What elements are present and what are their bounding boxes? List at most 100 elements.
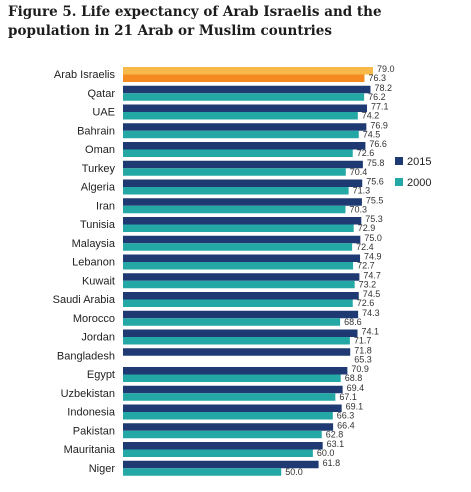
category-label-oman: Oman: [85, 144, 115, 156]
bar-2000-jordan: [123, 337, 350, 345]
value-label-2015-indonesia: 69.1: [346, 402, 364, 412]
bar-2015-mauritania: [123, 442, 323, 450]
category-label-pakistan: Pakistan: [73, 425, 115, 437]
bar-2015-niger: [123, 460, 319, 469]
bar-2015-morocco: [123, 310, 359, 319]
legend-swatch-2000: [395, 178, 403, 186]
bar-2015-indonesia: [123, 404, 342, 412]
category-label-jordan: Jordan: [81, 332, 115, 344]
value-label-2015-malaysia: 75.0: [364, 233, 382, 243]
bar-2000-pakistan: [123, 430, 322, 439]
value-label-2000-mauritania: 60.0: [317, 448, 335, 458]
category-label-saudi-arabia: Saudi Arabia: [53, 294, 116, 306]
value-label-2000-kuwait: 73.2: [359, 279, 377, 289]
category-label-morocco: Morocco: [73, 313, 115, 325]
value-label-2000-malaysia: 72.4: [356, 242, 374, 252]
value-label-2015-jordan: 74.1: [361, 327, 379, 337]
value-label-2015-tunisia: 75.3: [365, 214, 383, 224]
bar-2015-turkey: [123, 160, 363, 169]
bar-2000-indonesia: [123, 412, 333, 420]
legend-label-2000: 2000: [407, 177, 431, 189]
value-label-2000-uzbekistan: 67.1: [339, 392, 357, 402]
bar-2000-morocco: [123, 318, 341, 326]
bar-2015-lebanon: [123, 254, 361, 262]
category-label-turkey: Turkey: [82, 163, 116, 175]
bar-2000-bahrain: [123, 130, 359, 139]
bar-2000-algeria: [123, 187, 349, 195]
category-label-lebanon: Lebanon: [72, 257, 115, 269]
bar-2000-uzbekistan: [123, 393, 336, 401]
value-label-2015-lebanon: 74.9: [364, 252, 382, 262]
bar-2015-qatar: [123, 85, 371, 94]
labels-layer: Arab Israelis 79.076.3 Qatar 78.276.2 UAE 77.…: [53, 64, 395, 477]
value-label-2000-niger: 50.0: [285, 467, 303, 477]
bar-2015-saudi-arabia: [123, 292, 359, 300]
bar-2015-tunisia: [123, 217, 362, 225]
category-label-algeria: Algeria: [81, 182, 116, 194]
category-label-bahrain: Bahrain: [77, 125, 115, 137]
value-label-2000-algeria: 71.3: [353, 186, 371, 196]
bar-2000-turkey: [123, 168, 346, 176]
value-label-2015-bangladesh: 71.8: [354, 345, 372, 355]
value-label-2000-lebanon: 72.7: [357, 261, 375, 271]
value-label-2015-iran: 75.5: [366, 195, 384, 205]
value-label-2000-iran: 70.3: [349, 204, 367, 214]
value-label-2015-oman: 76.6: [369, 139, 387, 149]
legend: 2015 2000: [395, 156, 431, 189]
value-label-2000-bangladesh: 65.3: [354, 354, 372, 364]
category-label-niger: Niger: [89, 463, 116, 475]
category-label-arab-israelis: Arab Israelis: [54, 69, 116, 81]
bar-2000-iran: [123, 205, 346, 214]
bar-2000-tunisia: [123, 224, 354, 232]
value-label-2015-kuwait: 74.7: [363, 270, 381, 280]
value-label-2000-egypt: 68.8: [345, 373, 363, 383]
category-label-tunisia: Tunisia: [80, 219, 116, 231]
bar-2015-oman: [123, 142, 366, 150]
value-label-2015-morocco: 74.3: [362, 308, 380, 318]
bar-2000-egypt: [123, 374, 341, 382]
value-label-2015-algeria: 75.6: [366, 177, 384, 187]
bar-2015-algeria: [123, 179, 363, 187]
bar-2015-kuwait: [123, 273, 360, 281]
value-label-2000-saudi-arabia: 72.6: [357, 298, 375, 308]
bar-2000-saudi-arabia: [123, 299, 353, 307]
value-label-2015-egypt: 70.9: [351, 364, 369, 374]
value-label-2000-arab-israelis: 76.3: [368, 73, 386, 83]
value-label-2015-uzbekistan: 69.4: [347, 383, 365, 393]
bar-2015-pakistan: [123, 423, 334, 431]
value-label-2000-pakistan: 62.8: [326, 429, 344, 439]
chart-title: Figure 5. Life expectancy of Arab Israel…: [8, 4, 382, 39]
value-label-2015-arab-israelis: 79.0: [377, 64, 395, 74]
bar-2015-uzbekistan: [123, 385, 343, 394]
value-label-2015-pakistan: 66.4: [337, 420, 355, 430]
value-label-2015-niger: 61.8: [323, 458, 341, 468]
category-label-qatar: Qatar: [87, 88, 115, 100]
bar-2000-qatar: [123, 93, 365, 101]
category-label-malaysia: Malaysia: [72, 238, 116, 250]
bar-2000-lebanon: [123, 262, 354, 270]
bar-2000-mauritania: [123, 449, 313, 457]
category-label-iran: Iran: [96, 200, 115, 212]
value-label-2000-oman: 72.6: [357, 148, 375, 158]
category-label-indonesia: Indonesia: [67, 407, 116, 419]
bar-2015-jordan: [123, 329, 358, 337]
bars-layer: [123, 67, 373, 476]
value-label-2000-morocco: 68.6: [344, 317, 362, 327]
value-label-2015-mauritania: 63.1: [327, 439, 345, 449]
bar-2015-malaysia: [123, 235, 361, 244]
value-label-2015-turkey: 75.8: [367, 158, 385, 168]
bar-2015-uae: [123, 104, 367, 112]
bar-2015-bangladesh: [123, 348, 351, 356]
value-label-2015-uae: 77.1: [371, 102, 389, 112]
category-label-kuwait: Kuwait: [82, 275, 115, 287]
legend-swatch-2015: [395, 157, 403, 165]
bar-2000-malaysia: [123, 243, 353, 251]
value-label-2000-qatar: 76.2: [368, 92, 386, 102]
category-label-mauritania: Mauritania: [64, 444, 116, 456]
value-label-2015-saudi-arabia: 74.5: [363, 289, 381, 299]
value-label-2000-indonesia: 66.3: [337, 411, 355, 421]
value-label-2000-turkey: 70.4: [350, 167, 368, 177]
legend-label-2015: 2015: [407, 156, 431, 168]
value-label-2015-bahrain: 76.9: [370, 120, 388, 130]
